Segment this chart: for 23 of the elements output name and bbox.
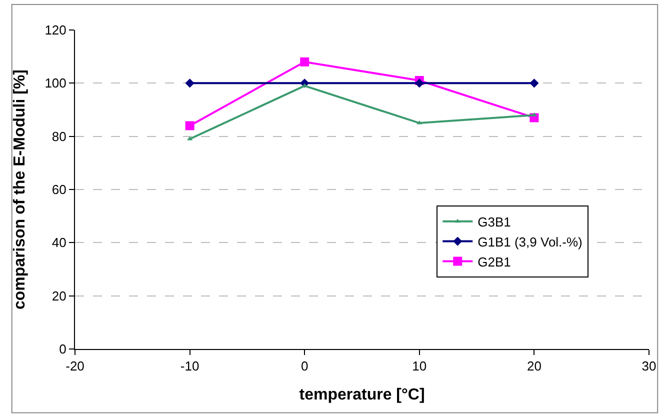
x-tick-label: -10: [180, 358, 200, 374]
point: [530, 78, 539, 88]
point: [185, 78, 194, 88]
legend-label: G1B1 (3,9 Vol.-%): [478, 234, 582, 250]
y-tick-label: 60: [52, 182, 66, 198]
y-tick-label: 80: [52, 128, 66, 144]
x-tick-label: -20: [66, 358, 84, 374]
y-tick-label: 100: [44, 76, 66, 91]
y-tick-label: 40: [52, 235, 66, 250]
x-tick-label: 30: [642, 358, 656, 374]
legend-label: G2B1: [478, 254, 511, 270]
y-tick-label: 0: [59, 342, 66, 357]
x-tick-label: 20: [526, 358, 542, 374]
legend-label: G3B1: [478, 214, 511, 230]
x-tick-label: 10: [412, 358, 427, 374]
point: [300, 57, 310, 66]
point: [185, 121, 194, 130]
y-axis-title: comparison of the E-Moduli [%]: [12, 70, 29, 310]
point: [414, 78, 424, 88]
x-axis-title: temperature [°C]: [299, 386, 425, 404]
y-tick-label: 120: [44, 22, 66, 38]
x-tick-label: 0: [300, 358, 308, 374]
y-tick-label: 20: [52, 288, 66, 304]
